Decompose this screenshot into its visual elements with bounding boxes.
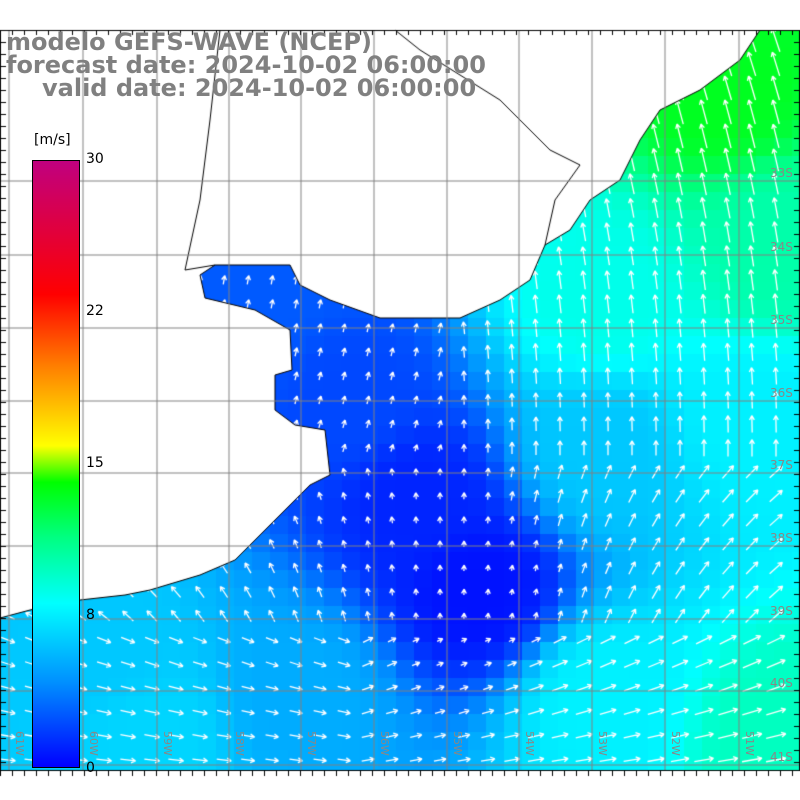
- longitude-label: 51W: [743, 731, 756, 756]
- longitude-label: 60W: [87, 731, 100, 756]
- colorbar-unit: [m/s]: [34, 132, 71, 148]
- colorbar-tick: 30: [86, 151, 104, 167]
- longitude-label: 57W: [305, 731, 318, 756]
- longitude-label: 55W: [451, 731, 464, 756]
- longitude-label: 54W: [523, 731, 536, 756]
- colorbar-tick: 22: [86, 303, 104, 319]
- latitude-label: 36S: [770, 386, 793, 400]
- longitude-label: 52W: [669, 731, 682, 756]
- longitude-label: 58W: [233, 731, 246, 756]
- latitude-label: 38S: [770, 531, 793, 545]
- longitude-label: 56W: [378, 731, 391, 756]
- model-title: modelo GEFS-WAVE (NCEP): [6, 28, 372, 56]
- latitude-label: 40S: [770, 676, 793, 690]
- latitude-label: 35S: [770, 313, 793, 327]
- forecast-date: forecast date: 2024-10-02 06:00:00: [6, 51, 486, 79]
- latitude-label: 33S: [770, 166, 793, 180]
- valid-date: valid date: 2024-10-02 06:00:00: [42, 74, 477, 102]
- latitude-label: 34S: [770, 240, 793, 254]
- latitude-label: 37S: [770, 458, 793, 472]
- longitude-label: 53W: [596, 731, 609, 756]
- colorbar-tick: 15: [86, 455, 104, 471]
- colorbar-tick: 8: [86, 607, 95, 623]
- latitude-label: 39S: [770, 604, 793, 618]
- colorbar-tick: 0: [86, 760, 95, 776]
- longitude-label: 61W: [13, 731, 26, 756]
- longitude-label: 59W: [161, 731, 174, 756]
- latitude-label: 41S: [770, 750, 793, 764]
- colorbar: [32, 160, 80, 768]
